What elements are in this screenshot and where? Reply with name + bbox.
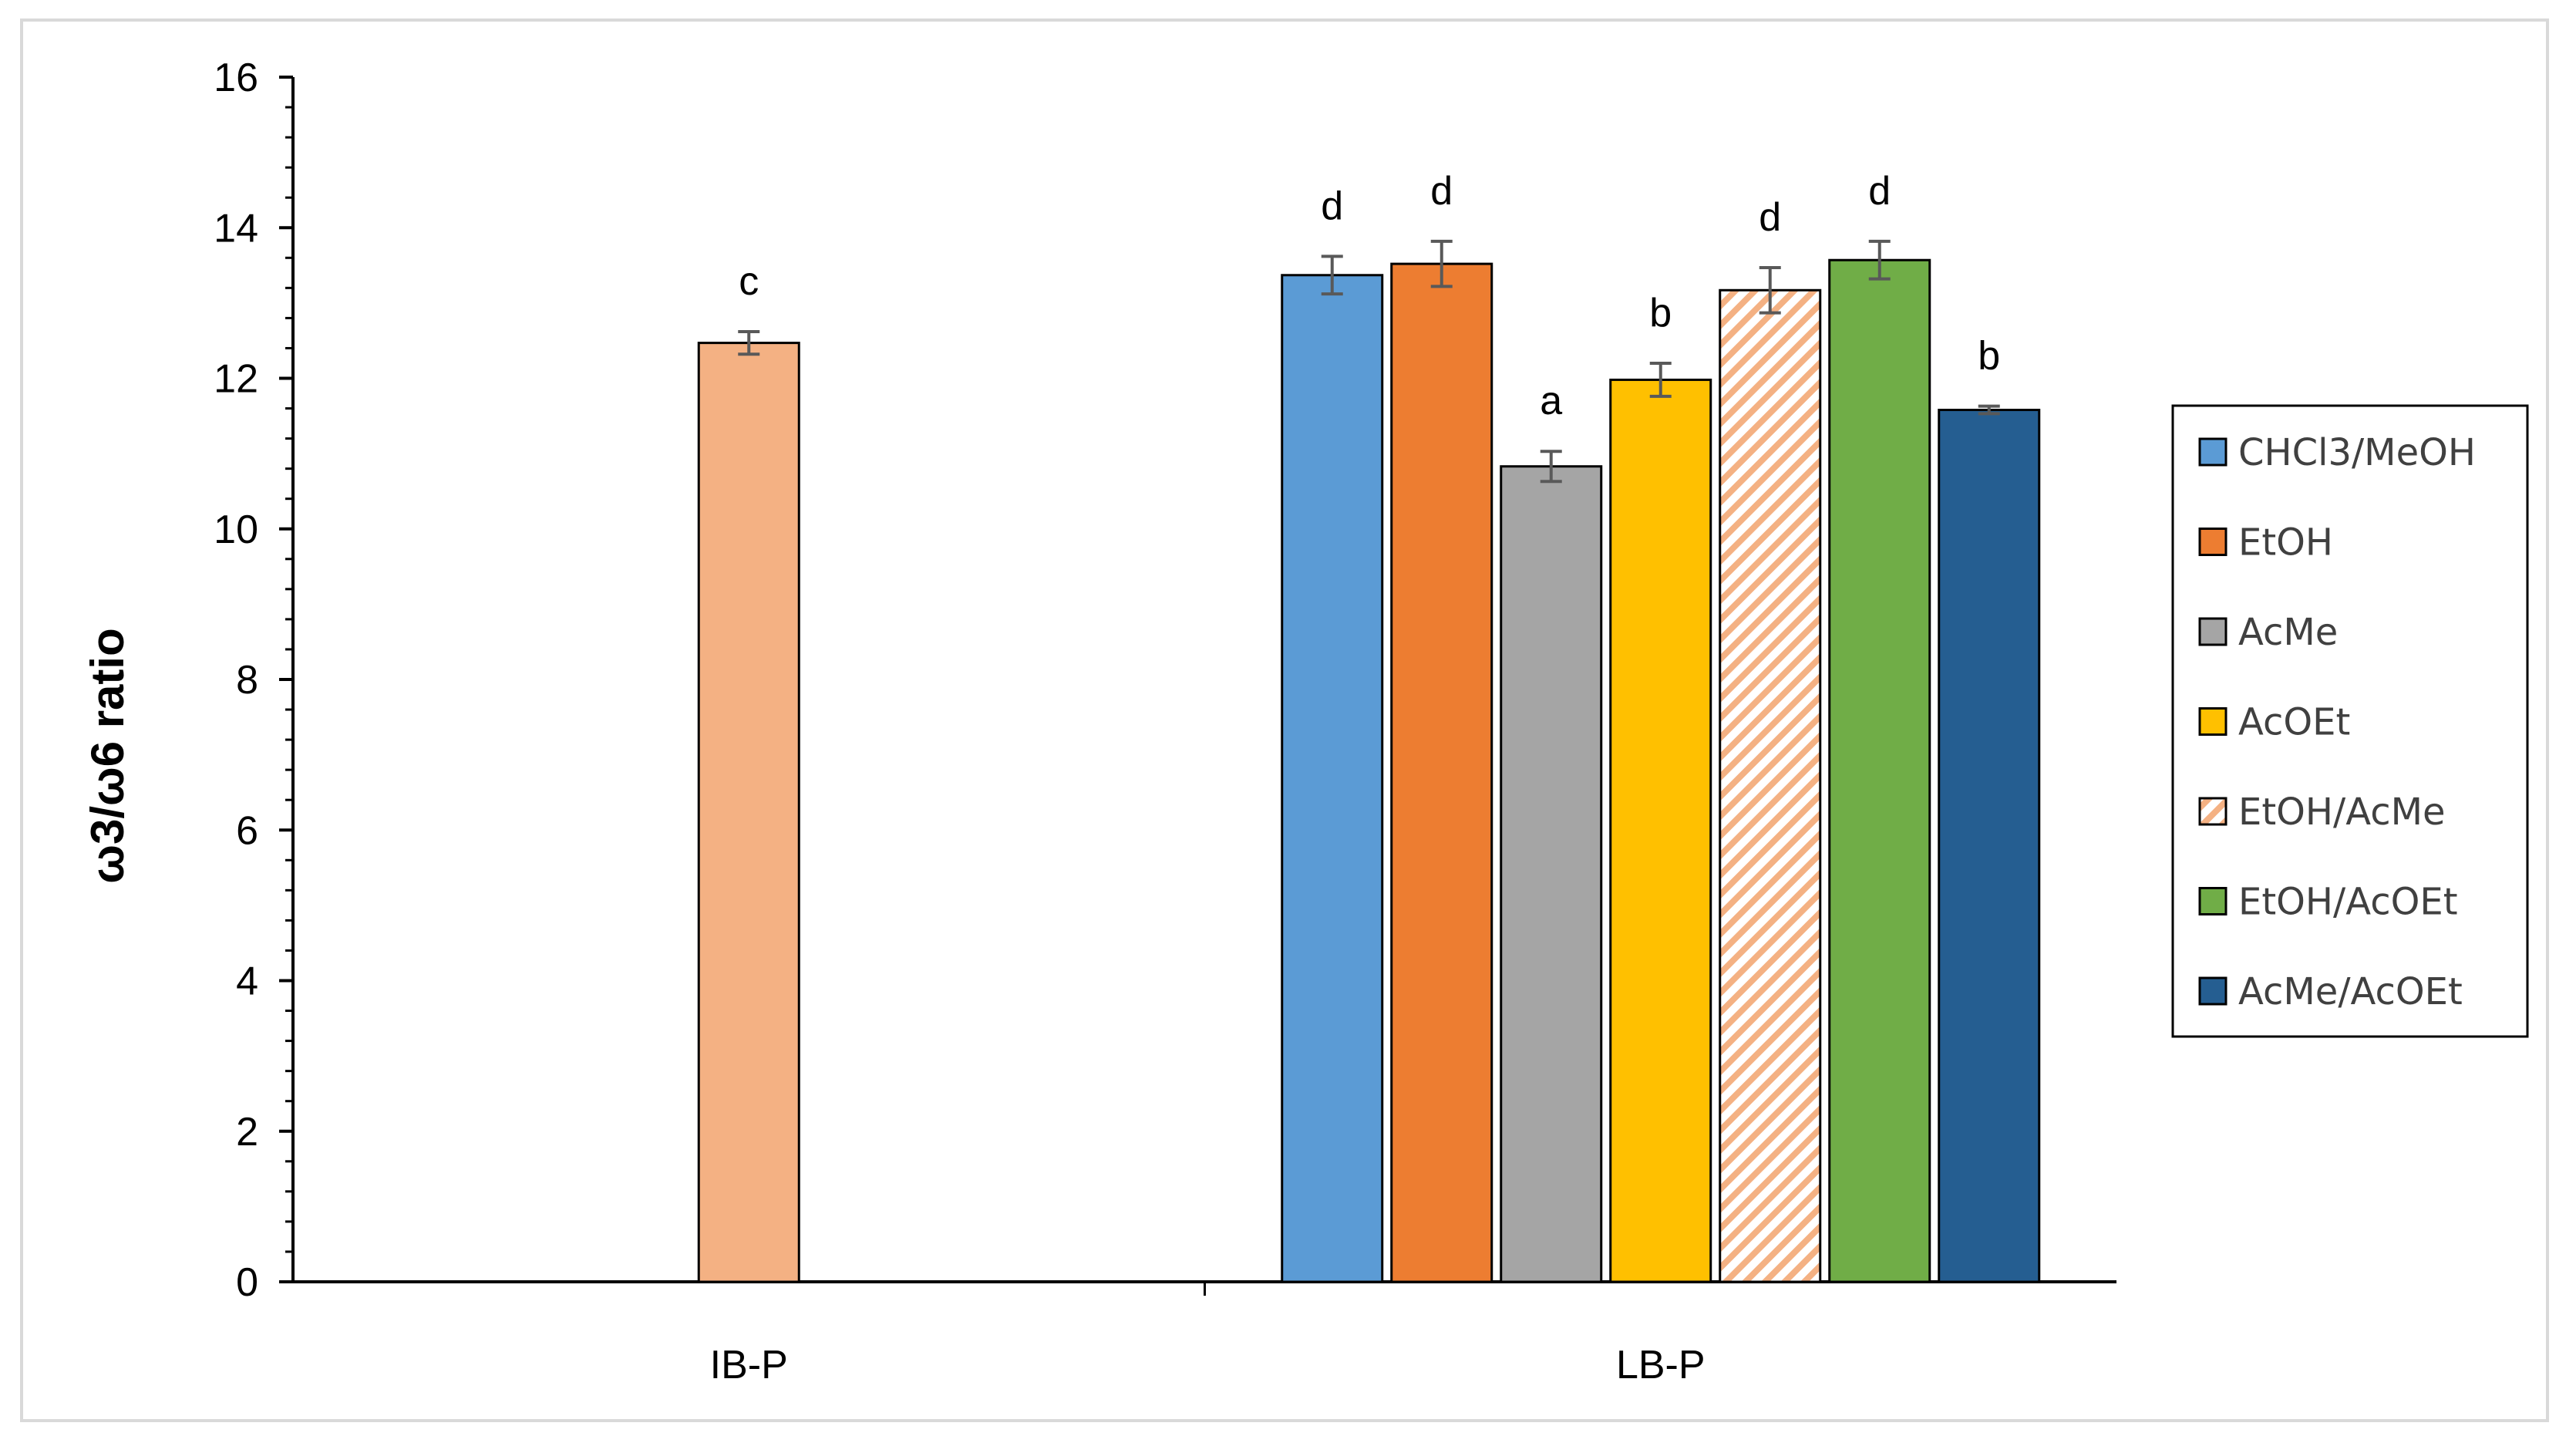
bar [1500,465,1603,1283]
legend-box [2171,404,2529,1038]
significance-letter: b [1649,291,1672,335]
legend-label: AcOEt [2238,701,2350,744]
bar [1828,258,1931,1283]
legend-swatch [2198,976,2227,1006]
legend-label: EtOH/AcMe [2238,791,2446,834]
y-tick-label: 12 [214,357,258,402]
bar [1609,378,1712,1283]
bar [1938,409,2041,1283]
legend-swatch [2198,617,2227,646]
x-category-label: IB-P [710,1343,788,1387]
y-axis: 0 2 4 6 8 10 12 14 16 [214,56,295,1305]
legend-label: AcMe/AcOEt [2238,970,2463,1013]
legend-label: EtOH [2238,521,2333,565]
bar [1390,262,1493,1283]
bar [697,342,800,1283]
significance-letter: a [1540,379,1562,423]
legend-label: EtOH/AcOEt [2238,881,2458,924]
y-tick-label: 2 [236,1110,258,1155]
y-tick-label: 16 [214,56,258,100]
significance-letter: d [1759,195,1781,240]
bar [1281,274,1384,1283]
y-tick-label: 10 [214,507,258,552]
x-axis: IB-P LB-P [293,1280,2116,1387]
y-tick-label: 4 [236,959,258,1004]
significance-letter: d [1868,169,1891,214]
bars: c d d a b d d b [697,169,2041,1283]
legend-swatch [2198,797,2227,826]
legend-swatch [2198,437,2227,467]
significance-letter: c [739,259,759,304]
legend-swatch [2198,707,2227,736]
y-tick-label: 0 [236,1260,258,1305]
legend-label: AcMe [2238,611,2338,654]
legend-label: CHCl3/MeOH [2238,431,2476,474]
significance-letter: d [1321,184,1343,228]
x-category-label: LB-P [1616,1343,1706,1387]
significance-letter: b [1978,334,2000,379]
significance-letter: d [1430,169,1453,214]
legend: CHCl3/MeOH EtOH AcMe AcOEt EtOH/AcMe EtOH/AcO… [2171,404,2529,1038]
y-tick-label: 14 [214,206,258,251]
y-axis-title: ω3/ω6 ratio [82,628,133,883]
y-tick-label: 6 [236,808,258,853]
legend-swatch [2198,887,2227,915]
bar [1719,288,1822,1283]
legend-swatch [2198,528,2227,556]
y-tick-label: 8 [236,658,258,703]
